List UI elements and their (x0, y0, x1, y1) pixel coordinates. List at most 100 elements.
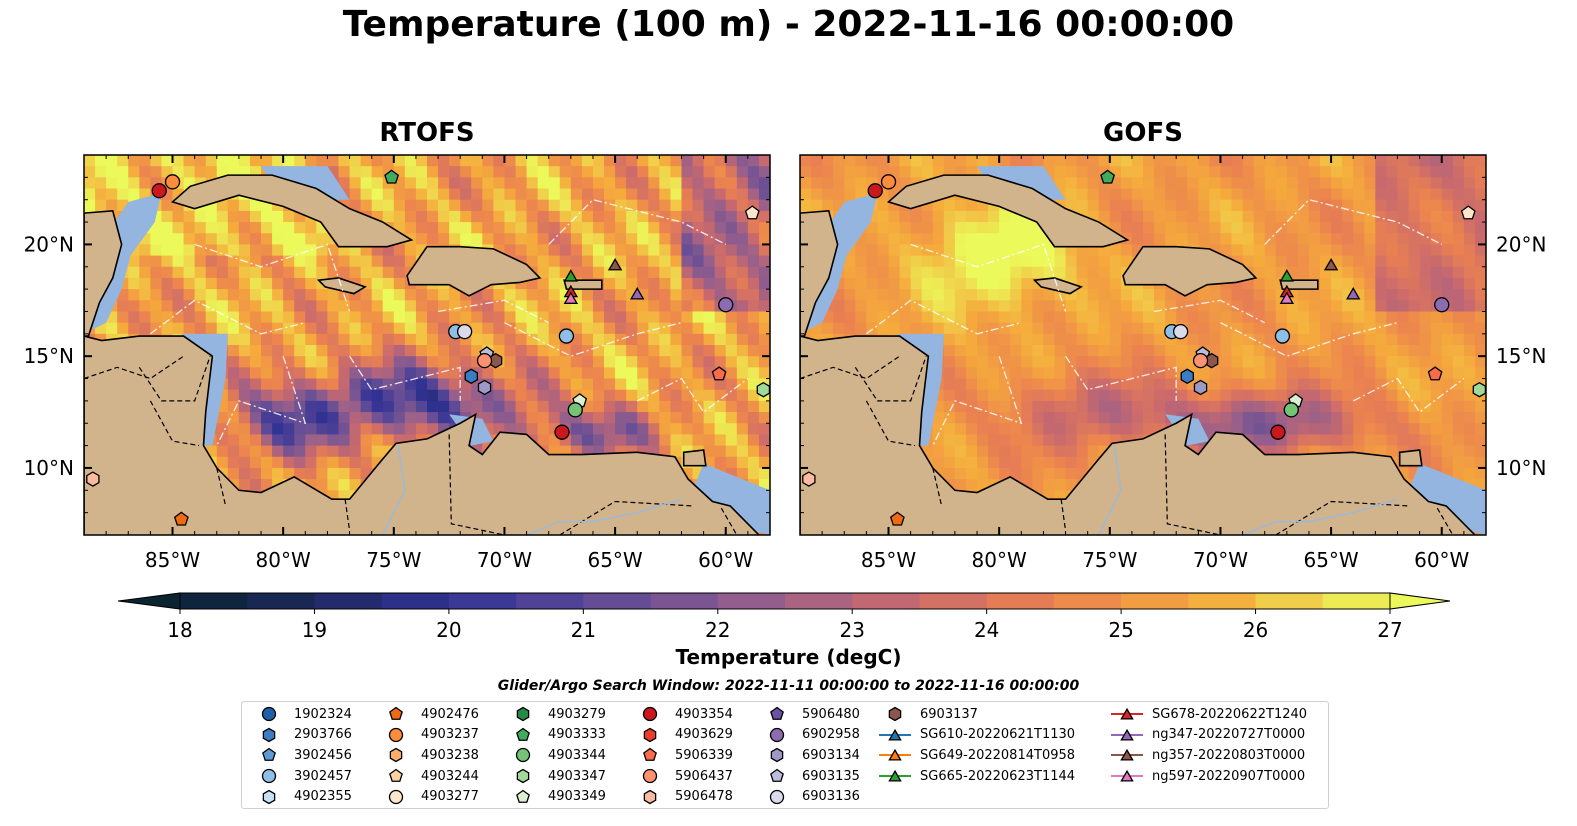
observation-marker (173, 511, 189, 526)
triangle-marker-icon (1111, 769, 1143, 782)
legend-label: 4903354 (675, 706, 733, 722)
country-border (84, 355, 184, 380)
legend-item: 4903277 (379, 787, 479, 807)
legend-item: 1902324 (252, 704, 352, 724)
river (1242, 498, 1398, 535)
eez-boundary (349, 355, 461, 401)
legend-label: 5906437 (675, 768, 733, 784)
eez-boundary (1352, 377, 1465, 413)
hexagon-marker-icon (262, 789, 276, 805)
colorbar-segment (1188, 593, 1257, 609)
colorbar-segment (852, 593, 920, 609)
observation-marker (802, 471, 816, 487)
hexagon-marker-icon (643, 727, 657, 742)
legend: 1902324 2903766 3902456 3902457 4902355 49024… (241, 701, 1329, 809)
eez-boundary (194, 243, 351, 312)
lat-tick-label-right: 10°N (1496, 456, 1546, 480)
legend-item: 5906437 (633, 766, 733, 786)
colorbar-tick-label: 26 (1243, 618, 1268, 642)
legend-label: ng597-20220907T0000 (1152, 768, 1306, 784)
lon-tick-label: 60°W (698, 548, 753, 572)
colorbar-segment (1053, 593, 1122, 609)
country-border (138, 355, 211, 402)
colorbar-extend-max (1389, 592, 1451, 610)
triangle-marker-icon (1111, 707, 1143, 720)
land-cuba (170, 174, 414, 248)
observation-marker (1274, 328, 1291, 344)
colorbar-tick-label: 20 (436, 618, 461, 642)
hexagon-marker-icon (516, 706, 530, 722)
colorbar-segment (986, 593, 1055, 609)
observation-marker (1270, 424, 1286, 440)
hexagon-marker-icon (516, 768, 530, 784)
shelf-water (977, 166, 1066, 200)
triangle-marker-icon (1111, 749, 1143, 761)
legend-item: 4902355 (252, 787, 352, 807)
legend-label: SG610-20220621T1130 (920, 727, 1076, 743)
colorbar-tick-label: 24 (974, 618, 999, 642)
hexagon-marker-icon (770, 748, 784, 763)
colorbar-segment (1322, 593, 1391, 609)
observation-marker (867, 183, 883, 199)
legend-item: 4903349 (506, 787, 606, 807)
eez-boundary (149, 299, 306, 335)
observation-marker (456, 323, 473, 340)
circle-marker-icon (642, 706, 658, 722)
country-border (1436, 507, 1454, 535)
map-panel-gofs (799, 154, 1487, 536)
country-border (854, 355, 927, 402)
eez-boundary (932, 355, 1023, 446)
observation-marker (1279, 269, 1295, 282)
land-trinidad (1398, 449, 1423, 467)
colorbar-tick-label: 19 (302, 618, 327, 642)
lon-tick-label: 80°W (972, 548, 1027, 572)
river (382, 445, 406, 535)
colorbar-segment (247, 593, 315, 609)
observation-marker (1100, 169, 1116, 184)
observation-marker (1193, 379, 1208, 396)
lon-tick-label: 85°W (861, 548, 916, 572)
river (526, 498, 682, 535)
colorbar-segment (919, 593, 988, 609)
legend-item: 4903333 (506, 725, 606, 745)
legend-label: 4903629 (675, 727, 733, 743)
country-border (1164, 434, 1221, 535)
colorbar-segment (448, 593, 517, 609)
land-jamaica (1032, 277, 1083, 295)
shelf-water (261, 166, 350, 200)
colorbar-segment (1121, 593, 1189, 609)
legend-label: 5906480 (802, 706, 860, 722)
colorbar-segment (785, 593, 853, 609)
legend-item: 4903279 (506, 704, 606, 724)
legend-item: 2903766 (252, 725, 352, 745)
observation-marker (563, 291, 579, 304)
legend-item: 6903135 (760, 766, 860, 786)
legend-item: 4903344 (506, 745, 606, 765)
lat-tick-label-right: 20°N (1496, 232, 1546, 256)
legend-item: 5906480 (760, 704, 860, 724)
eez-boundary (548, 198, 727, 245)
hexagon-marker-icon (888, 706, 902, 722)
land-central (84, 335, 761, 535)
land-hispaniola (406, 245, 542, 297)
hexagon-marker-icon (643, 789, 657, 805)
pentagon-marker-icon (389, 706, 403, 720)
lon-tick-label: 85°W (145, 548, 200, 572)
colorbar-segment (516, 593, 584, 609)
observation-marker (86, 471, 100, 487)
observation-marker (1279, 291, 1295, 304)
shelf-water (84, 193, 162, 334)
eez-boundary (1264, 198, 1443, 245)
map-frame (799, 154, 1487, 536)
legend-label: 4903277 (421, 789, 479, 805)
country-border (800, 355, 900, 380)
circle-marker-icon (261, 706, 277, 722)
legend-label: 4903347 (548, 768, 606, 784)
observation-marker (563, 269, 579, 282)
lat-tick-label-right: 15°N (1496, 344, 1546, 368)
colorbar-segment (314, 593, 383, 609)
legend-item: ng347-20220727T0000 (1110, 725, 1305, 745)
panel-title-rtofs: RTOFS (379, 118, 475, 148)
observation-marker (151, 183, 167, 199)
country-border (1060, 499, 1067, 531)
